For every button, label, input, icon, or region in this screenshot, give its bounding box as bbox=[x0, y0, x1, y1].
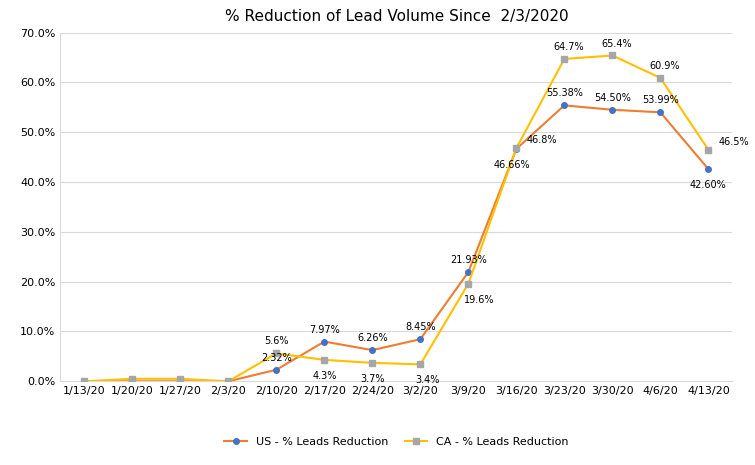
US - % Leads Reduction bbox=[512, 146, 521, 152]
US - % Leads Reduction bbox=[656, 110, 665, 115]
Text: 46.5%: 46.5% bbox=[718, 137, 749, 147]
CA - % Leads Reduction bbox=[176, 376, 185, 382]
US - % Leads Reduction bbox=[416, 336, 425, 342]
CA - % Leads Reduction bbox=[80, 379, 89, 384]
Text: 21.93%: 21.93% bbox=[450, 255, 487, 265]
Text: 53.99%: 53.99% bbox=[642, 95, 679, 106]
CA - % Leads Reduction bbox=[464, 281, 473, 286]
Text: 6.26%: 6.26% bbox=[357, 333, 387, 343]
Text: 3.4%: 3.4% bbox=[415, 375, 439, 385]
Line: US - % Leads Reduction: US - % Leads Reduction bbox=[82, 103, 711, 384]
US - % Leads Reduction bbox=[128, 379, 137, 384]
CA - % Leads Reduction bbox=[320, 357, 329, 363]
CA - % Leads Reduction bbox=[704, 147, 713, 153]
US - % Leads Reduction bbox=[559, 103, 569, 108]
Text: 46.8%: 46.8% bbox=[526, 135, 556, 146]
CA - % Leads Reduction bbox=[656, 75, 665, 81]
US - % Leads Reduction bbox=[704, 166, 713, 172]
US - % Leads Reduction bbox=[464, 269, 473, 275]
Text: 42.60%: 42.60% bbox=[690, 180, 727, 190]
Text: 19.6%: 19.6% bbox=[464, 295, 495, 305]
CA - % Leads Reduction bbox=[368, 360, 377, 365]
CA - % Leads Reduction bbox=[224, 379, 233, 384]
Text: 8.45%: 8.45% bbox=[405, 322, 436, 332]
Legend: US - % Leads Reduction, CA - % Leads Reduction: US - % Leads Reduction, CA - % Leads Red… bbox=[220, 432, 573, 452]
Line: CA - % Leads Reduction: CA - % Leads Reduction bbox=[82, 53, 711, 384]
Text: 65.4%: 65.4% bbox=[601, 39, 632, 48]
Text: 54.50%: 54.50% bbox=[594, 93, 630, 103]
CA - % Leads Reduction bbox=[559, 56, 569, 62]
Text: 7.97%: 7.97% bbox=[309, 325, 340, 335]
US - % Leads Reduction bbox=[368, 347, 377, 353]
CA - % Leads Reduction bbox=[128, 376, 137, 382]
Text: 4.3%: 4.3% bbox=[313, 371, 337, 381]
Text: 46.66%: 46.66% bbox=[494, 160, 531, 170]
Text: 55.38%: 55.38% bbox=[546, 88, 583, 99]
Text: 3.7%: 3.7% bbox=[360, 374, 384, 384]
Text: 2.32%: 2.32% bbox=[261, 353, 291, 363]
Title: % Reduction of Lead Volume Since  2/3/2020: % Reduction of Lead Volume Since 2/3/202… bbox=[224, 9, 569, 25]
US - % Leads Reduction bbox=[80, 379, 89, 384]
US - % Leads Reduction bbox=[320, 339, 329, 345]
US - % Leads Reduction bbox=[272, 367, 281, 372]
Text: 5.6%: 5.6% bbox=[264, 337, 288, 346]
CA - % Leads Reduction bbox=[416, 362, 425, 367]
CA - % Leads Reduction bbox=[608, 53, 617, 58]
Text: 60.9%: 60.9% bbox=[649, 61, 680, 71]
US - % Leads Reduction bbox=[608, 107, 617, 113]
CA - % Leads Reduction bbox=[512, 146, 521, 151]
Text: 64.7%: 64.7% bbox=[553, 42, 584, 52]
US - % Leads Reduction bbox=[224, 379, 233, 384]
US - % Leads Reduction bbox=[176, 379, 185, 384]
CA - % Leads Reduction bbox=[272, 351, 281, 356]
